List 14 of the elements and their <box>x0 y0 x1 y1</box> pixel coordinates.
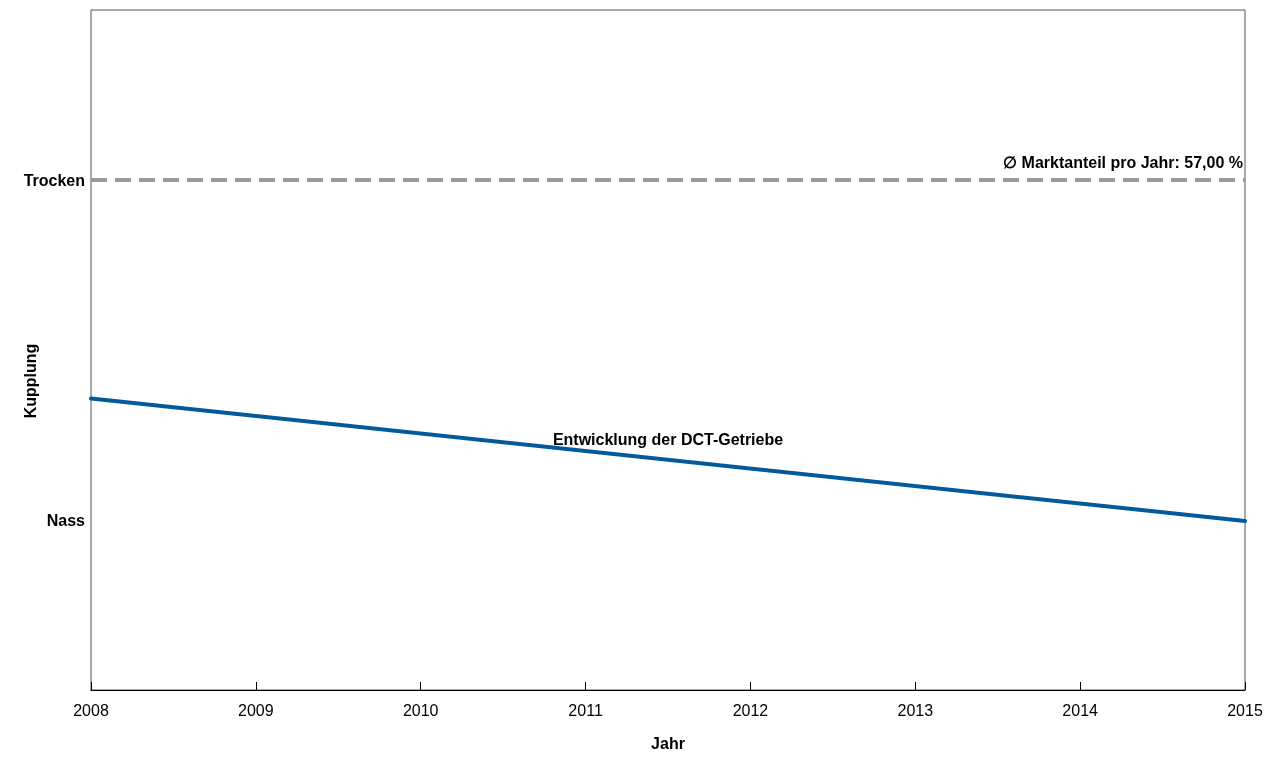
x-tick-label: 2012 <box>732 701 769 719</box>
text: ∅ Marktanteil pro Jahr: 57,00 % <box>1003 153 1243 171</box>
x-tick-label: 2013 <box>897 701 934 719</box>
series-label: Entwicklung der DCT-Getriebe <box>552 431 784 449</box>
x-tick-label: 2008 <box>73 701 109 719</box>
x-tick-label: 2015 <box>1227 701 1263 719</box>
x-tick-label: 2014 <box>1062 701 1099 719</box>
ref-line-label: Trocken <box>23 171 85 189</box>
x-axis-title: Jahr <box>651 734 685 752</box>
text: Nass <box>46 512 86 530</box>
x-tick-label: 2010 <box>402 701 439 719</box>
x-tick-label: 2009 <box>238 701 274 719</box>
y-axis-title: Kupplung <box>21 343 39 419</box>
x-tick-label: 2011 <box>568 701 603 719</box>
